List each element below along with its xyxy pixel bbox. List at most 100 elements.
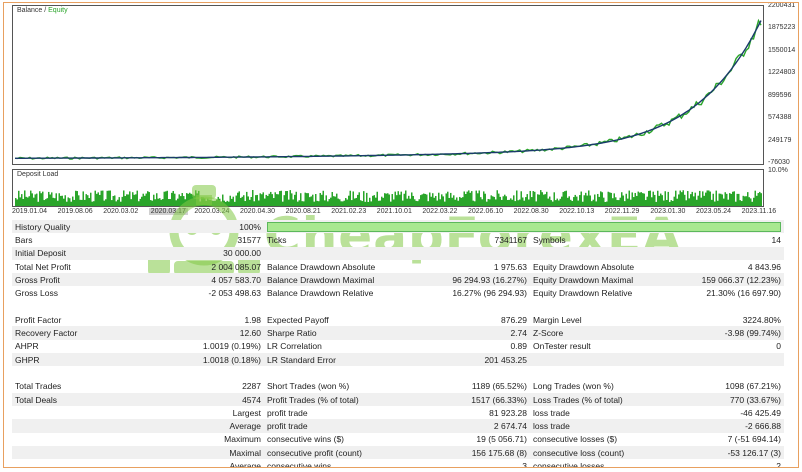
deposit-load-bar [559, 198, 561, 206]
x-tick-label: 2019.01.04 [12, 208, 48, 215]
deposit-load-bar [163, 191, 165, 206]
deposit-load-bar [543, 194, 545, 206]
deposit-load-bar [271, 194, 273, 206]
stat-value: -2 666.88 [688, 419, 784, 433]
stat-value: 81 923.28 [489, 407, 527, 418]
y-axis: 2200431 1875223 1550014 1224803 899596 574388… [766, 3, 798, 178]
deposit-load-bar [384, 193, 386, 206]
stat-value: 1517 (66.33%) [422, 392, 530, 407]
deposit-load-bar [448, 197, 450, 206]
deposit-load-bar [523, 200, 525, 206]
deposit-load-bar [412, 195, 414, 206]
deposit-load-bar [166, 190, 168, 206]
deposit-load-bar [196, 193, 198, 206]
deposit-load-bar [552, 201, 554, 206]
deposit-load-bar [669, 201, 671, 206]
spacer-row [12, 366, 784, 379]
deposit-load-bar [54, 198, 56, 206]
deposit-load-bar [175, 200, 177, 206]
x-tick-label: 2022.03.22 [422, 208, 458, 215]
deposit-load-bar [160, 199, 162, 206]
stat-row: Average consecutive wins 3 consecutive loss… [12, 459, 784, 468]
stat-value: 3 [522, 460, 527, 468]
deposit-load-bar [391, 194, 393, 206]
deposit-load-bar [750, 198, 752, 206]
deposit-load-bar [229, 195, 231, 206]
stat-value: -46 425.49 [740, 407, 781, 418]
deposit-load-bar [451, 197, 453, 206]
deposit-load-bar [346, 199, 348, 206]
deposit-load-bar [469, 192, 471, 206]
deposit-load-bar [61, 195, 63, 206]
deposit-load-bar [556, 198, 558, 206]
deposit-load-bar [682, 190, 684, 206]
deposit-load-bar [274, 192, 276, 206]
deposit-load-bar [430, 196, 432, 206]
deposit-load-bar [664, 191, 666, 206]
deposit-load-bar [126, 194, 128, 206]
x-axis: 2019.01.04 2019.08.06 2020.03.02 2020.03.17… [12, 208, 776, 218]
deposit-load-bar [297, 201, 299, 206]
stat-value: 2 [776, 460, 781, 468]
deposit-load-bar [129, 191, 131, 206]
deposit-load-bar [291, 193, 293, 206]
stat-value: 1.0018 (0.18%) [162, 352, 264, 367]
deposit-load-chart: Deposit Load [12, 169, 764, 207]
deposit-load-bar [315, 194, 317, 206]
deposit-load-bar [306, 193, 308, 206]
deposit-load-bar [601, 192, 603, 206]
deposit-load-bar [721, 194, 723, 206]
deposit-load-bar [304, 192, 306, 206]
deposit-load-bar [360, 200, 362, 206]
x-tick-label: 2022.10.13 [559, 208, 595, 215]
x-tick-label: 2019.08.06 [57, 208, 93, 215]
deposit-load-bar [739, 200, 741, 206]
deposit-load-bar [351, 200, 353, 206]
deposit-load-bar [727, 199, 729, 206]
stat-label: Equity Drawdown Maximal [530, 273, 688, 287]
deposit-load-bar [666, 199, 668, 206]
deposit-load-bar [486, 201, 488, 206]
deposit-load-bar [210, 199, 212, 206]
deposit-load-bar [744, 196, 746, 206]
deposit-load-bar [723, 198, 725, 206]
history-quality-bar [267, 221, 781, 232]
deposit-load-bar [690, 194, 692, 206]
stat-label: consecutive loss (count) [530, 446, 688, 460]
deposit-load-bar [393, 199, 395, 206]
deposit-load-bar [622, 195, 624, 206]
deposit-load-bar [483, 191, 485, 206]
deposit-load-bar [501, 199, 503, 206]
deposit-load-bar [465, 193, 467, 206]
deposit-load-bar [312, 194, 314, 206]
deposit-load-bar [382, 197, 384, 206]
deposit-load-bar [426, 194, 428, 206]
deposit-load-bar [18, 190, 20, 206]
stat-value: 1098 (67.21%) [725, 381, 781, 392]
deposit-load-bar [610, 192, 612, 206]
deposit-load-bar [580, 191, 582, 206]
tester-report-window: Balance / Equity 2200431 1875223 1550014 12… [3, 2, 799, 468]
deposit-load-bar [100, 190, 102, 206]
deposit-load-bar [211, 200, 213, 206]
x-tick-label: 2022.08.30 [513, 208, 549, 215]
ticks-label: Ticks [267, 234, 287, 245]
deposit-load-bar [159, 198, 161, 206]
deposit-load-bar [184, 199, 186, 206]
deposit-load-bar [553, 192, 555, 206]
deposit-load-bar [15, 198, 17, 206]
stat-row: Average profit trade 2 674.74 loss trade -2 … [12, 419, 784, 433]
bars-label: Bars [15, 234, 33, 245]
deposit-load-bar [339, 199, 341, 206]
deposit-load-bar [69, 198, 71, 206]
deposit-load-bar [73, 199, 75, 206]
deposit-load-bar [675, 190, 677, 206]
deposit-load-bar [187, 193, 189, 206]
deposit-load-bar [121, 196, 123, 206]
deposit-load-bar [694, 192, 696, 206]
stat-label: Balance Drawdown Maximal [264, 273, 422, 287]
stat-value: 21.30% (16 697.90) [706, 288, 781, 299]
deposit-load-bar [618, 200, 620, 206]
legend-equity: Equity [48, 7, 68, 14]
deposit-load-bar [435, 196, 437, 206]
